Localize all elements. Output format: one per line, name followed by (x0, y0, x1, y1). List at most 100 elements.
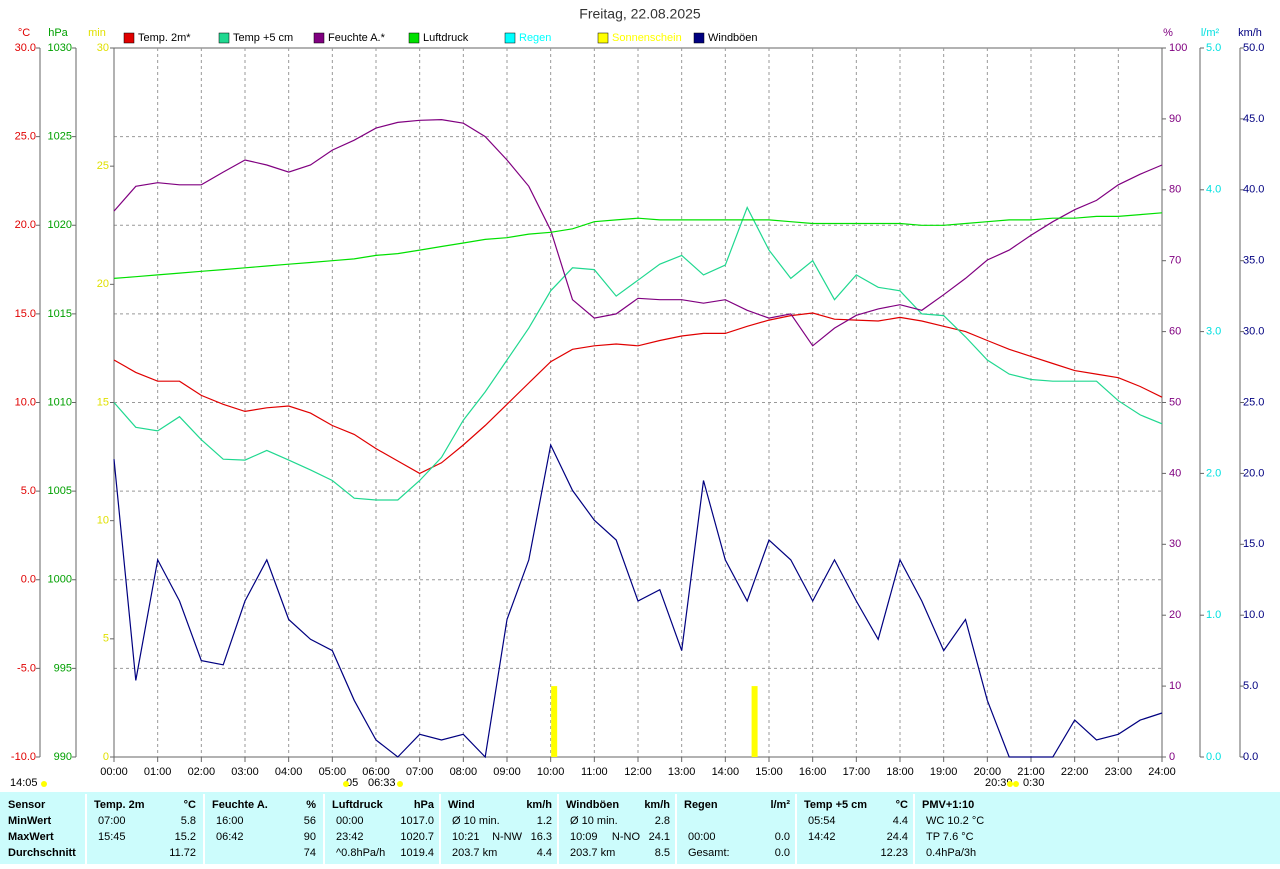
y-tick-label: 1000 (48, 574, 72, 586)
legend-label: Temp +5 cm (233, 32, 293, 44)
footer-header: Feuchte A. (212, 799, 268, 811)
y-tick-label: 995 (54, 662, 72, 674)
y-tick-label: 25 (97, 160, 109, 172)
y-tick-label: 3.0 (1206, 326, 1221, 338)
footer-value: 11.72 (169, 847, 196, 859)
footer-header: Sensor (8, 799, 46, 811)
line-series (113, 312, 1163, 475)
y-tick-label: 1025 (48, 131, 72, 143)
y-tick-label: -5.0 (17, 662, 36, 674)
time-marker (1007, 781, 1013, 787)
y-tick-label: 0 (103, 751, 109, 763)
legend-label: Regen (519, 32, 551, 44)
y-tick-label: 25.0 (1243, 396, 1264, 408)
footer-header: Regen (684, 799, 718, 811)
chart-title: Freitag, 22.08.2025 (579, 6, 701, 22)
footer-time: 00:00 (688, 831, 716, 843)
y-tick-label: 10.0 (15, 396, 36, 408)
y-tick-label: 10.0 (1243, 609, 1264, 621)
y-tick-label: 20 (1169, 609, 1181, 621)
y-tick-label: 5.0 (21, 485, 36, 497)
footer-value: 90 (304, 831, 316, 843)
x-tick-label: 19:00 (930, 766, 958, 778)
footer-value: 12.23 (880, 847, 908, 859)
footer-unit: km/h (644, 799, 670, 811)
x-tick-label: 00:00 (100, 766, 128, 778)
footer-header: Temp +5 cm (804, 799, 867, 811)
y-tick-label: 80 (1169, 184, 1181, 196)
annotation: 20:39 (985, 777, 1013, 789)
y-tick-label: 4.0 (1206, 184, 1221, 196)
footer-value: 1020.7 (400, 831, 434, 843)
axis-title: km/h (1238, 27, 1262, 39)
footer-time: 203.7 km (570, 847, 615, 859)
legend-swatch (313, 32, 325, 44)
legend-label: Sonnenschein (612, 32, 682, 44)
time-marker (1013, 781, 1019, 787)
footer-time: 06:42 (216, 831, 244, 843)
y-tick-label: 990 (54, 751, 72, 763)
footer-value: 1017.0 (400, 815, 434, 827)
annotation: 06:33 (368, 777, 396, 789)
x-tick-label: 06:00 (362, 766, 390, 778)
footer-header: Wind (448, 799, 475, 811)
footer-value: 4.4 (893, 815, 908, 827)
annotation: 0:30 (1023, 777, 1044, 789)
legend-swatch (123, 32, 135, 44)
footer-time: 203.7 km (452, 847, 497, 859)
footer-time: 23:42 (336, 831, 364, 843)
legend-label: Temp. 2m* (138, 32, 191, 44)
footer-time: 00:00 (336, 815, 364, 827)
footer-unit: hPa (414, 799, 435, 811)
x-tick-label: 10:00 (537, 766, 565, 778)
axis-title: % (1163, 27, 1173, 39)
x-tick-label: 23:00 (1105, 766, 1133, 778)
y-tick-label: 30 (1169, 538, 1181, 550)
footer-value: 0.0 (775, 831, 790, 843)
footer-value: 24.4 (887, 831, 908, 843)
footer-dir: N-NO (612, 831, 641, 843)
legend-label: Feuchte A.* (328, 32, 386, 44)
x-tick-label: 18:00 (886, 766, 914, 778)
legend-swatch (693, 32, 705, 44)
footer-value: 2.8 (655, 815, 670, 827)
y-tick-label: 1005 (48, 485, 72, 497)
y-tick-label: 50.0 (1243, 42, 1264, 54)
x-tick-label: 17:00 (843, 766, 871, 778)
y-tick-label: -10.0 (11, 751, 36, 763)
y-tick-label: 40 (1169, 467, 1181, 479)
footer-value: 1019.4 (400, 847, 434, 859)
y-tick-label: 15.0 (15, 308, 36, 320)
y-tick-label: 2.0 (1206, 467, 1221, 479)
line-series (113, 206, 1163, 501)
legend-label: Windböen (708, 32, 758, 44)
y-tick-label: 45.0 (1243, 113, 1264, 125)
x-tick-label: 02:00 (188, 766, 216, 778)
y-tick-label: 1015 (48, 308, 72, 320)
footer-value: 15.2 (175, 831, 196, 843)
footer-row-label: MinWert (8, 815, 52, 827)
y-tick-label: 25.0 (15, 131, 36, 143)
footer-value: 74 (304, 847, 316, 859)
x-tick-label: 12:00 (624, 766, 652, 778)
footer-background (0, 792, 1280, 864)
y-tick-label: 1030 (48, 42, 72, 54)
y-tick-label: 30.0 (15, 42, 36, 54)
sunshine-bar (551, 686, 558, 757)
x-tick-label: 09:00 (493, 766, 521, 778)
y-tick-label: 15 (97, 396, 109, 408)
footer-unit: % (306, 799, 316, 811)
footer-time: 10:09 (570, 831, 598, 843)
x-tick-label: 13:00 (668, 766, 696, 778)
footer-unit: °C (896, 799, 908, 811)
y-tick-label: 30.0 (1243, 326, 1264, 338)
x-tick-label: 08:00 (450, 766, 478, 778)
footer-dir: N-NW (492, 831, 523, 843)
footer-time: Ø 10 min. (452, 815, 500, 827)
y-tick-label: 20.0 (1243, 467, 1264, 479)
axis-title: °C (18, 27, 30, 39)
footer-time: Ø 10 min. (570, 815, 618, 827)
y-tick-label: 10 (97, 515, 109, 527)
